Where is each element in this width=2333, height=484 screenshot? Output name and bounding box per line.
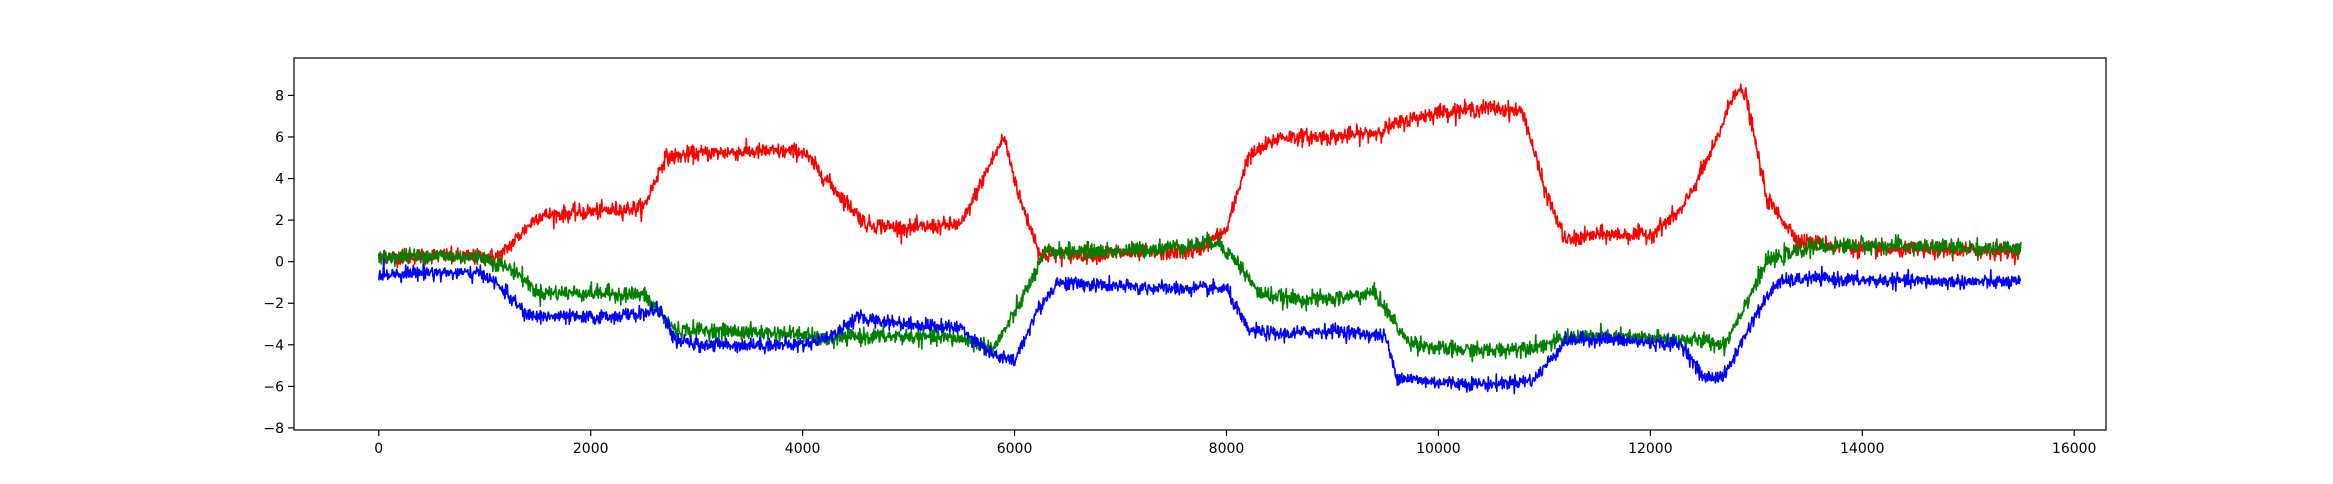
series-line-3: [378, 258, 2022, 395]
y-tick-label: −2: [263, 296, 284, 312]
y-tick-label: 6: [275, 130, 284, 146]
x-tick-label: 6000: [997, 441, 1033, 457]
x-tick-label: 0: [374, 441, 383, 457]
x-tick-label: 12000: [1628, 441, 1673, 457]
y-tick-label: −8: [263, 421, 284, 437]
x-tick-label: 8000: [1209, 441, 1245, 457]
plot-frame: [293, 57, 2107, 431]
series-layer: [378, 83, 2022, 395]
y-axis: −8 −6 −4 −2 0 2 4 6 8: [263, 88, 294, 437]
x-tick-label: 2000: [573, 441, 609, 457]
y-tick-label: 0: [275, 255, 284, 271]
y-tick-label: 8: [275, 88, 284, 104]
x-tick-label: 14000: [1840, 441, 1885, 457]
y-tick-label: −6: [263, 379, 284, 395]
y-tick-label: −4: [263, 338, 284, 354]
x-axis: 0 2000 4000 6000 8000 10000 12000 14000 16000: [374, 430, 2096, 457]
x-tick-label: 10000: [1416, 441, 1461, 457]
y-tick-label: 4: [275, 172, 284, 188]
x-tick-label: 16000: [2052, 441, 2097, 457]
y-tick-label: 2: [275, 213, 284, 229]
x-tick-label: 4000: [785, 441, 821, 457]
